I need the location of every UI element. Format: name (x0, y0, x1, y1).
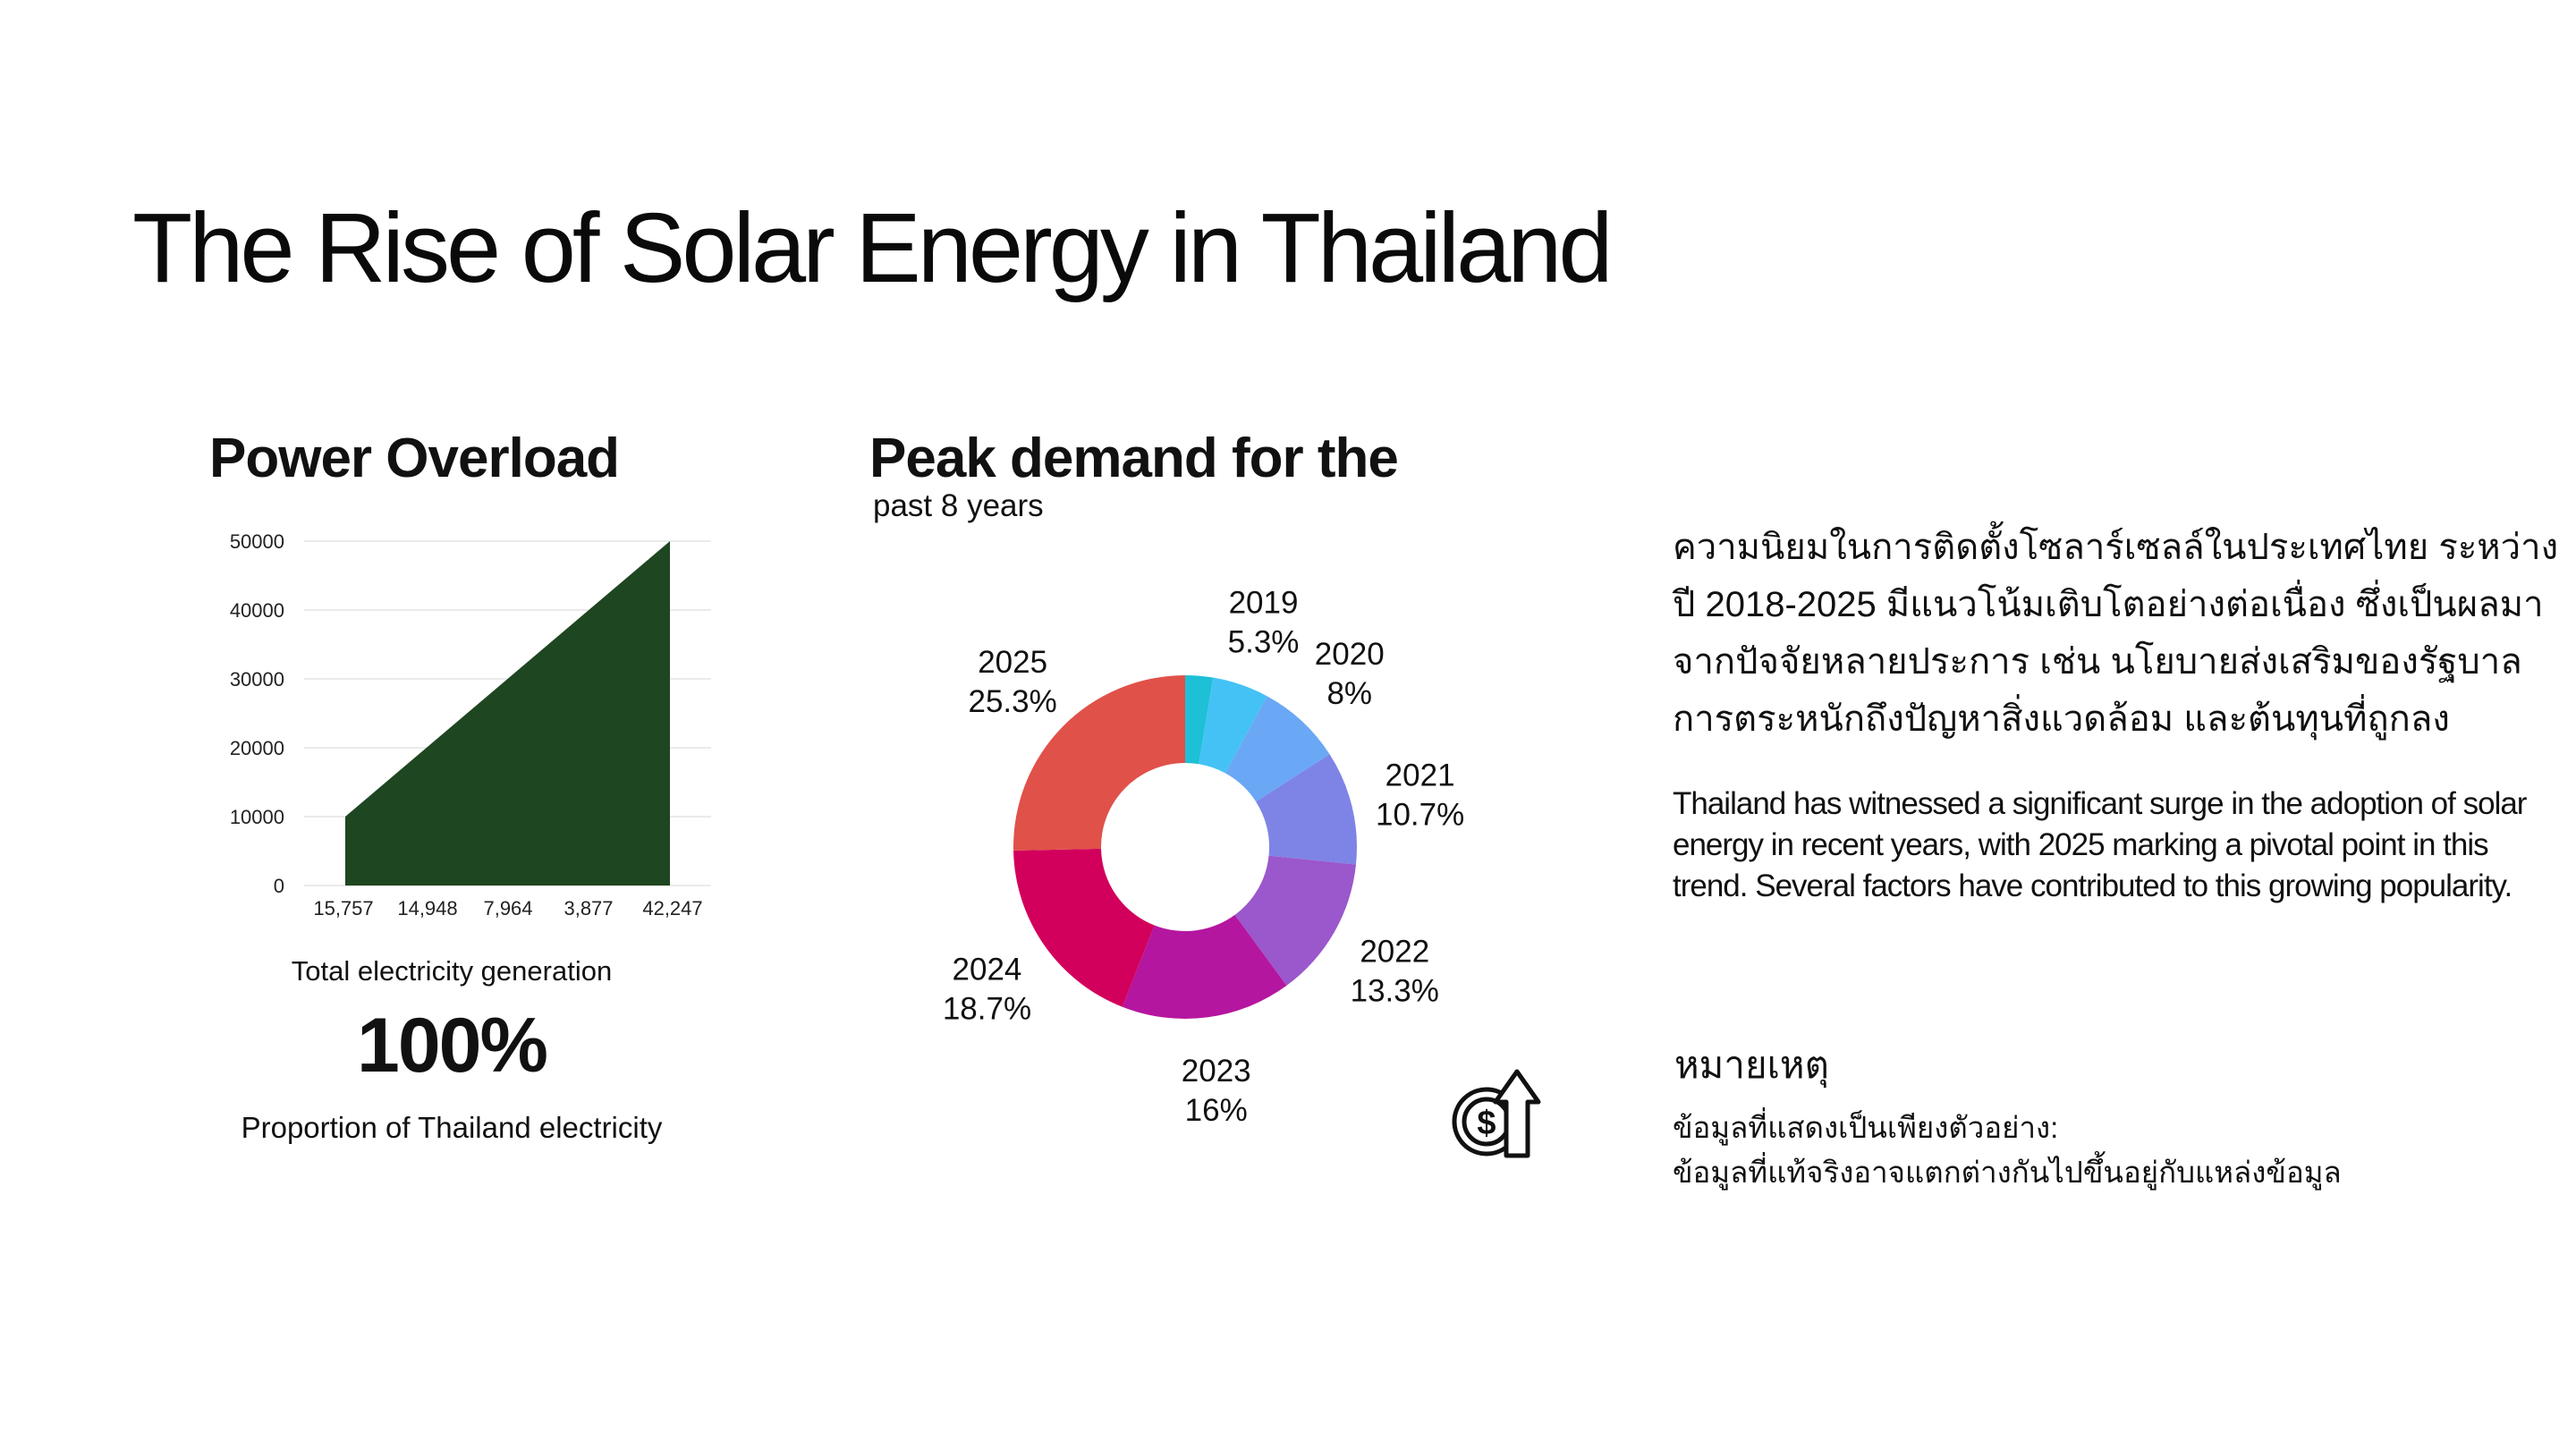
slice-percent-label: 10.7% (1376, 797, 1464, 832)
slice-year-label: 2022 (1360, 934, 1429, 969)
donut-slice (1224, 696, 1330, 802)
dollar-coin-up-arrow-icon: $ (1452, 1069, 1541, 1158)
donut-slice (1013, 675, 1185, 851)
slice-percent-label: 18.7% (943, 991, 1031, 1026)
proportion-label: Proportion of Thailand electricity (241, 1111, 663, 1144)
slice-year-label: 2023 (1182, 1054, 1251, 1089)
x-tick-label: 15,757 (313, 897, 373, 919)
generation-label: Total electricity generation (291, 955, 613, 987)
page-title: The Rise of Solar Energy in Thailand (132, 193, 1614, 303)
x-tick-label: 14,948 (397, 897, 457, 919)
note-line-1: ข้อมูลที่แสดงเป็นเพียงตัวอย่าง: (1673, 1111, 2059, 1144)
donut-chart-title: Peak demand for the (869, 428, 1399, 489)
area-chart: 0 10000 20000 30000 40000 50000 15,757 14,948 7… (230, 530, 711, 919)
area-chart-title: Power Overload (209, 428, 620, 489)
area-chart-series (345, 541, 670, 886)
slice-year-label: 2024 (953, 952, 1022, 987)
donut-slice (1234, 855, 1356, 986)
donut-slice (1122, 914, 1287, 1019)
donut-chart: 2019 5.3% 2020 8% 2021 10.7% 2022 13.3% 2023 16% 2… (943, 586, 1464, 1127)
svg-text:$: $ (1477, 1105, 1496, 1142)
y-tick-label: 40000 (230, 599, 284, 622)
y-tick-label: 20000 (230, 737, 284, 759)
x-tick-label: 7,964 (483, 897, 532, 919)
note-line-2: ข้อมูลที่แท้จริงอาจแตกต่างกันไปขึ้นอยู่ก… (1673, 1156, 2342, 1189)
x-tick-label: 42,247 (642, 897, 702, 919)
slice-percent-label: 13.3% (1351, 973, 1439, 1008)
y-tick-label: 0 (274, 875, 284, 897)
x-tick-label: 3,877 (564, 897, 613, 919)
donut-slice (1013, 848, 1155, 1007)
y-tick-label: 50000 (230, 530, 284, 553)
area-chart-y-ticks: 0 10000 20000 30000 40000 50000 (230, 530, 284, 897)
donut-slice (1199, 677, 1267, 774)
slice-year-label: 2020 (1315, 637, 1385, 672)
y-tick-label: 10000 (230, 806, 284, 828)
donut-chart-subtitle: past 8 years (873, 488, 1044, 523)
thai-description: ความนิยมในการติดตั้งโซลาร์เซลล์ในประเทศไ… (1673, 528, 2559, 739)
area-chart-x-ticks: 15,757 14,948 7,964 3,877 42,247 (313, 897, 702, 919)
y-tick-label: 30000 (230, 668, 284, 691)
slice-year-label: 2019 (1229, 586, 1299, 621)
donut-slice (1256, 754, 1357, 865)
note-title: หมายเหตุ (1674, 1044, 1829, 1086)
slice-percent-label: 16% (1185, 1093, 1248, 1127)
slice-year-label: 2025 (978, 645, 1047, 680)
slice-year-label: 2021 (1385, 758, 1455, 792)
slice-percent-label: 5.3% (1228, 625, 1300, 660)
proportion-value: 100% (357, 1003, 548, 1089)
donut-chart-labels: 2019 5.3% 2020 8% 2021 10.7% 2022 13.3% 2023 16% 2… (943, 586, 1464, 1127)
english-description: Thailand has witnessed a significant sur… (1673, 786, 2527, 903)
slice-percent-label: 25.3% (969, 684, 1057, 719)
donut-slice (1185, 675, 1214, 765)
area-series-fill (345, 541, 670, 886)
donut-chart-slices (1013, 675, 1357, 1019)
slice-percent-label: 8% (1326, 676, 1372, 711)
